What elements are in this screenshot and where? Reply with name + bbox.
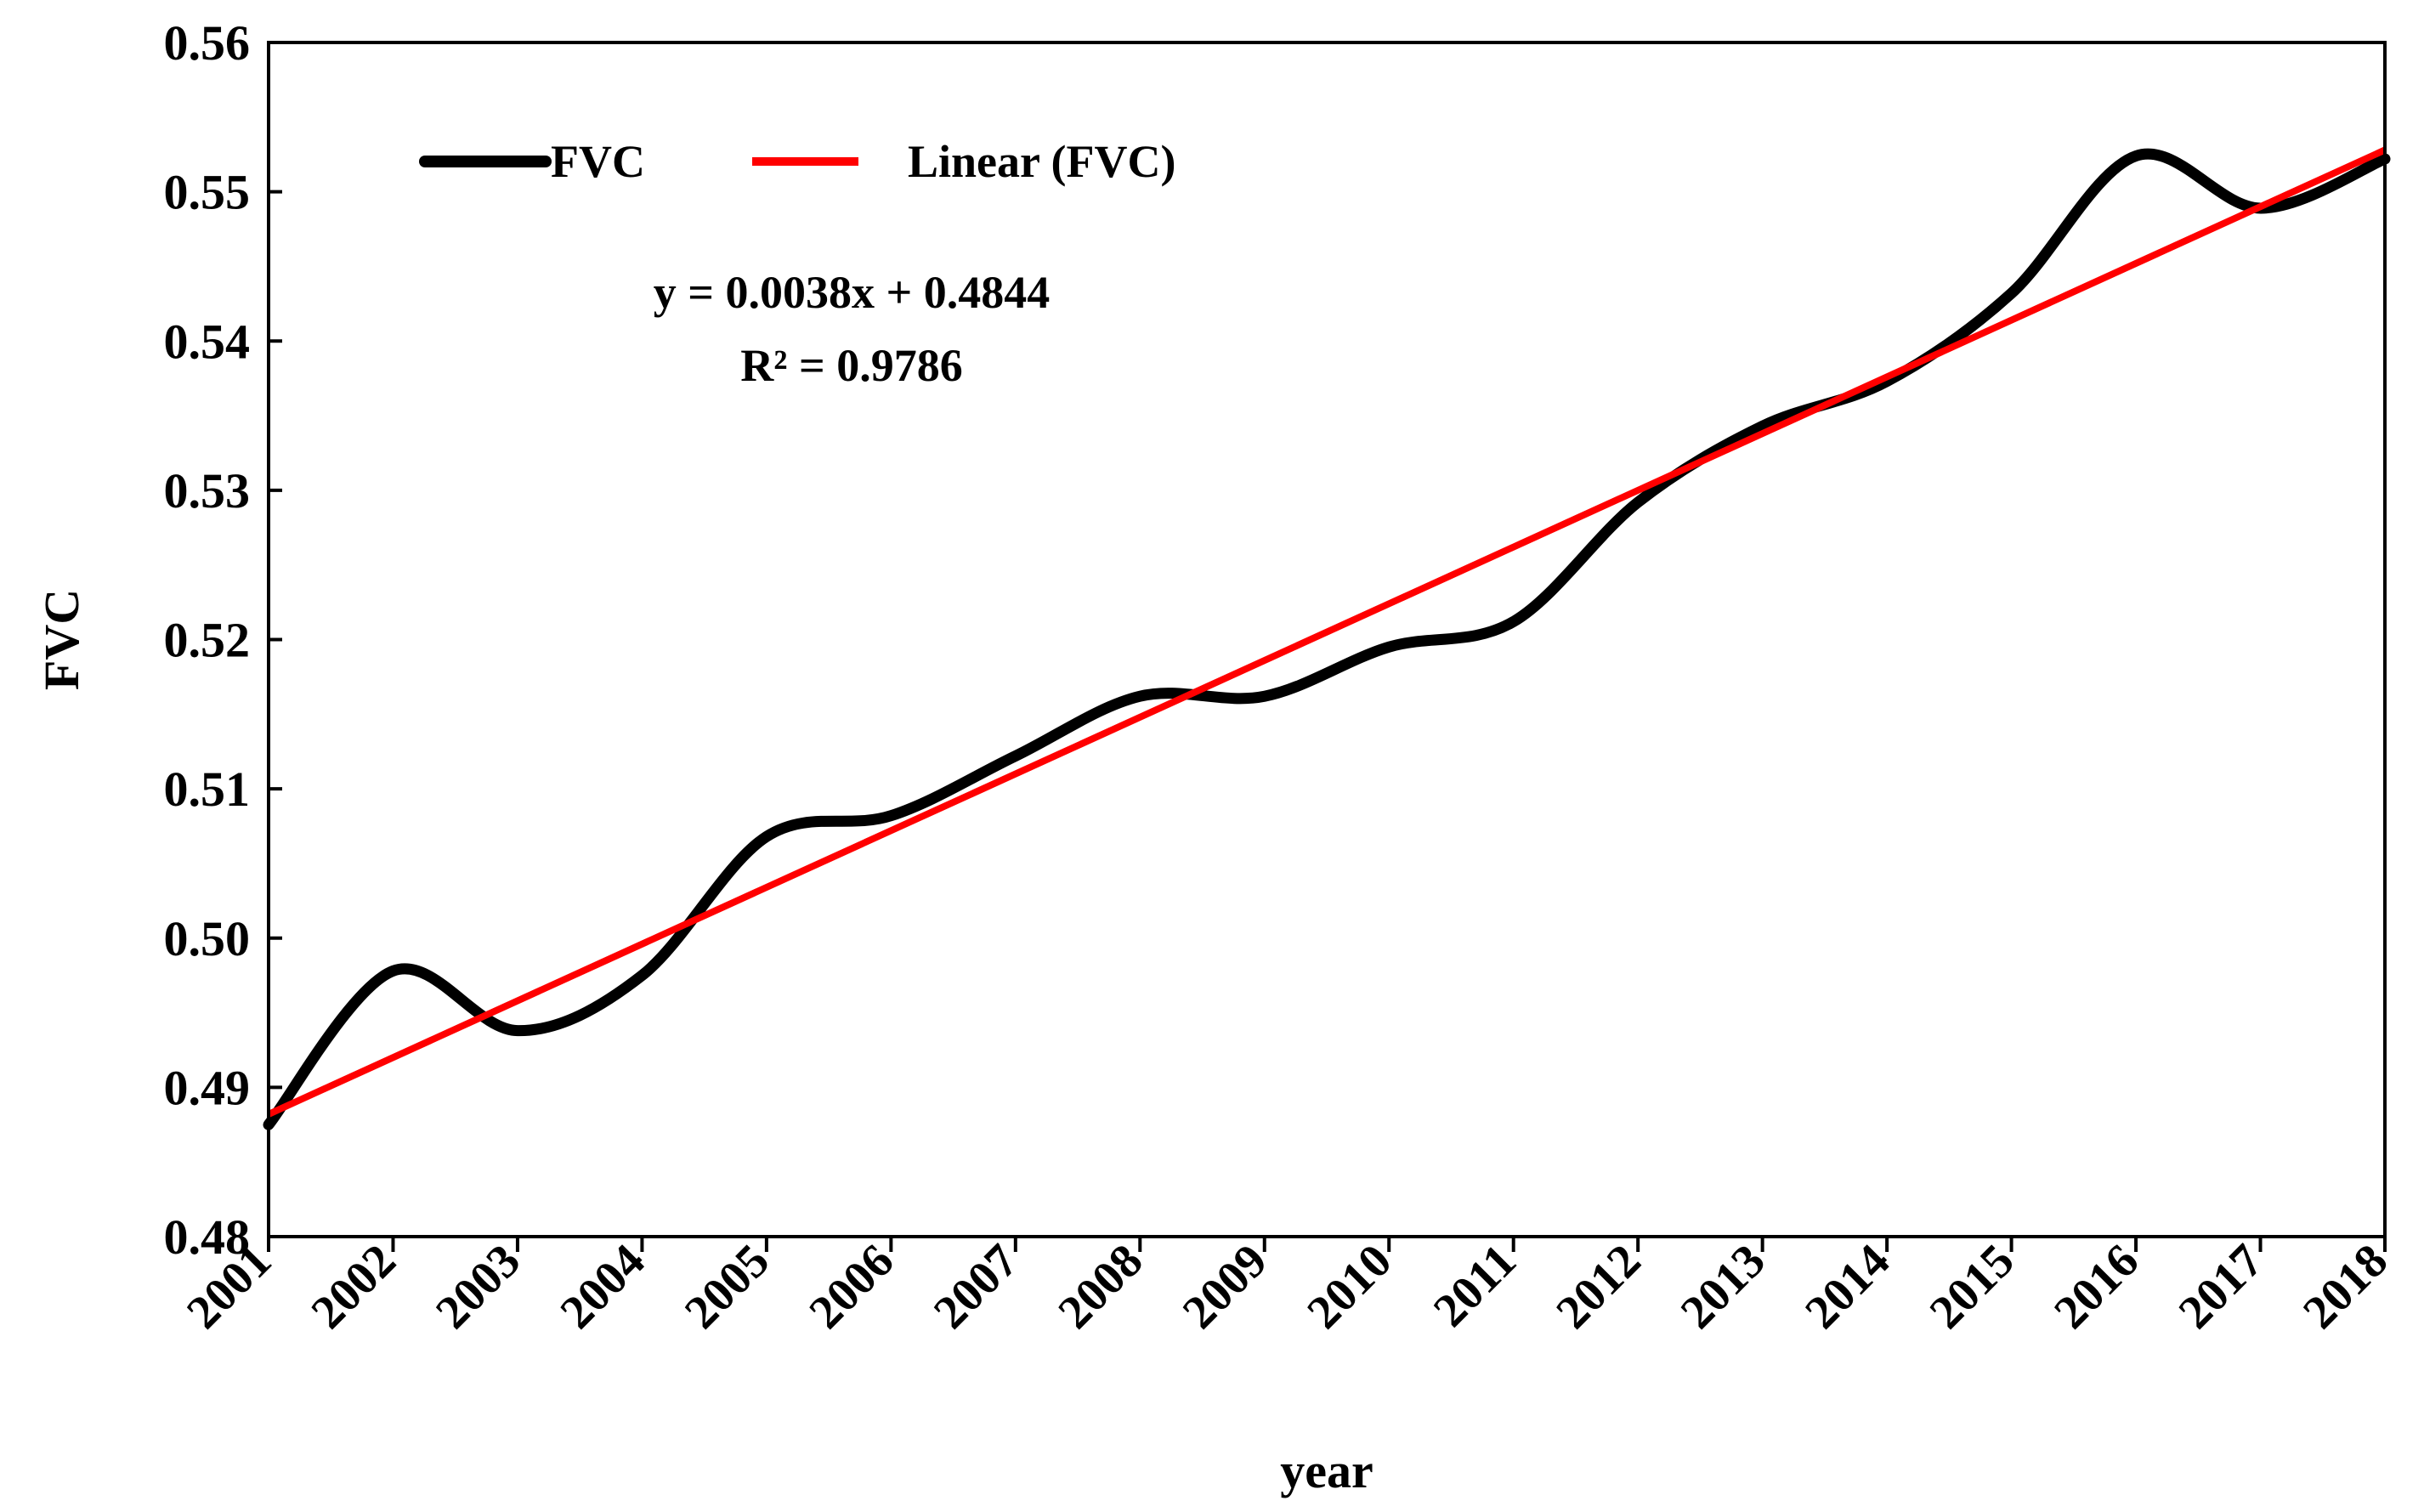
y-tick-label: 0.48 bbox=[164, 1209, 251, 1265]
x-tick-label: 2007 bbox=[924, 1234, 1028, 1339]
legend-label-fvc: FVC bbox=[551, 136, 645, 187]
y-tick-label: 0.55 bbox=[164, 165, 251, 220]
y-tick-label: 0.51 bbox=[164, 762, 251, 817]
y-tick-label: 0.54 bbox=[164, 314, 251, 369]
y-tick-label: 0.56 bbox=[164, 15, 251, 71]
y-axis: 0.48 0.49 0.50 0.51 0.52 0.53 0.54 0.55 0.56 bbox=[164, 15, 282, 1265]
x-tick-label: 2016 bbox=[2044, 1234, 2149, 1339]
x-tick-label: 2006 bbox=[800, 1234, 904, 1339]
x-tick-label: 2004 bbox=[551, 1234, 655, 1339]
legend: FVC Linear (FVC) bbox=[419, 136, 1175, 187]
plot-frame bbox=[267, 41, 2387, 1238]
x-tick-label: 2015 bbox=[1920, 1234, 2025, 1339]
linear-trendline bbox=[267, 146, 2387, 1118]
x-tick-label: 2005 bbox=[675, 1234, 779, 1339]
x-tick-label: 2017 bbox=[2169, 1234, 2274, 1339]
x-tick-label: 2009 bbox=[1173, 1234, 1277, 1339]
fvc-series-line bbox=[263, 148, 2391, 1130]
y-tick-label: 0.53 bbox=[164, 463, 251, 518]
trendline-r-squared: R² = 0.9786 bbox=[740, 340, 962, 391]
x-tick-label: 2018 bbox=[2293, 1234, 2398, 1339]
x-axis: 2001 2002 2003 2004 2005 2006 2007 2008 2009 2010… bbox=[177, 1234, 2398, 1339]
x-tick-label: 2013 bbox=[1671, 1234, 1776, 1339]
x-tick-label: 2014 bbox=[1795, 1234, 1900, 1339]
legend-label-linear: Linear (FVC) bbox=[908, 136, 1175, 187]
x-tick-label: 2012 bbox=[1546, 1234, 1651, 1339]
x-tick-label: 2010 bbox=[1297, 1234, 1402, 1339]
series-layer bbox=[263, 146, 2391, 1130]
x-tick-label: 2002 bbox=[302, 1234, 406, 1339]
trendline-equation: y = 0.0038x + 0.4844 bbox=[654, 267, 1051, 318]
x-tick-label: 2008 bbox=[1048, 1234, 1153, 1339]
y-axis-title: FVC bbox=[34, 589, 89, 690]
y-tick-label: 0.49 bbox=[164, 1060, 251, 1115]
x-tick-label: 2003 bbox=[426, 1234, 530, 1339]
x-axis-title: year bbox=[1280, 1443, 1373, 1498]
y-tick-label: 0.52 bbox=[164, 613, 251, 668]
x-tick-label: 2011 bbox=[1424, 1234, 1526, 1337]
y-tick-label: 0.50 bbox=[164, 911, 251, 966]
